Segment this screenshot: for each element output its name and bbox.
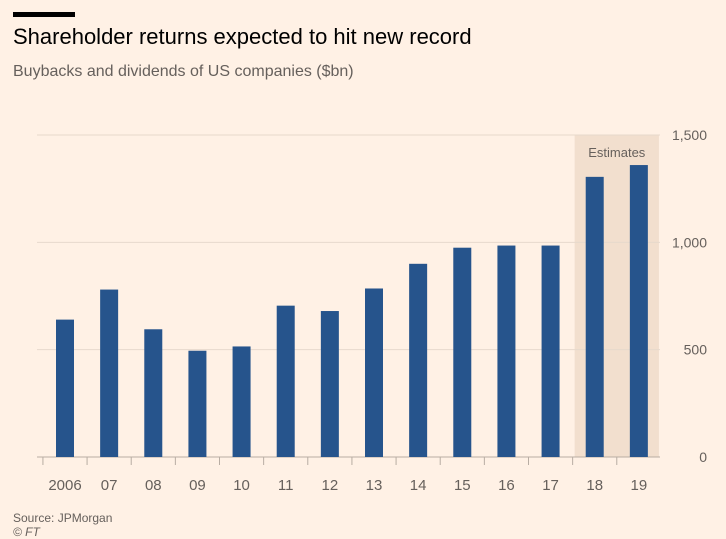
bar-13 <box>365 288 383 457</box>
bar-16 <box>497 245 516 457</box>
x-tick-label-2006: 2006 <box>48 477 81 494</box>
estimates-label: Estimates <box>588 145 646 160</box>
y-tick-label-1500: 1,500 <box>672 127 707 143</box>
y-tick-label-1000: 1,000 <box>672 234 707 250</box>
x-tick-label-19: 19 <box>631 477 648 494</box>
bar-11 <box>276 305 295 457</box>
bar-14 <box>409 263 428 457</box>
y-tick-layer: 0 500 1,000 1,500 <box>672 127 707 465</box>
bar-08 <box>144 329 163 457</box>
x-tick-label-09: 09 <box>189 477 206 494</box>
bar-12 <box>320 311 339 457</box>
bar-15 <box>453 247 472 457</box>
chart-title: Shareholder returns expected to hit new … <box>13 24 472 49</box>
annotation-layer: Estimates <box>588 145 646 160</box>
x-tick-label-17: 17 <box>542 477 559 494</box>
bar-17 <box>541 245 560 457</box>
x-tick-label-10: 10 <box>233 477 250 494</box>
bar-09 <box>188 350 207 457</box>
bar-layer <box>56 165 648 458</box>
x-tick-label-08: 08 <box>145 477 162 494</box>
bar-10 <box>232 346 251 457</box>
x-tick-layer: 2006 07 08 09 10 11 12 13 14 15 16 17 18 19 <box>48 477 647 494</box>
y-tick-label-0: 0 <box>699 449 707 465</box>
source-note: Source: JPMorgan <box>13 511 113 525</box>
y-tick-label-500: 500 <box>684 342 708 358</box>
x-tick-label-16: 16 <box>498 477 515 494</box>
gridline-layer <box>37 134 660 465</box>
x-tick-label-12: 12 <box>322 477 339 494</box>
bar-18 <box>585 176 604 458</box>
ft-credit: © FT <box>13 525 40 539</box>
x-tick-label-07: 07 <box>101 477 118 494</box>
chart-subtitle: Buybacks and dividends of US companies (… <box>13 63 354 80</box>
header-accent-bar <box>13 12 75 17</box>
x-tick-label-13: 13 <box>366 477 383 494</box>
bar-2006 <box>56 319 74 457</box>
x-tick-label-18: 18 <box>586 477 603 494</box>
x-tick-label-14: 14 <box>410 477 427 494</box>
bar-19 <box>629 165 648 457</box>
bar-07 <box>100 289 119 457</box>
x-tick-label-11: 11 <box>278 477 294 494</box>
x-tick-label-15: 15 <box>454 477 471 494</box>
